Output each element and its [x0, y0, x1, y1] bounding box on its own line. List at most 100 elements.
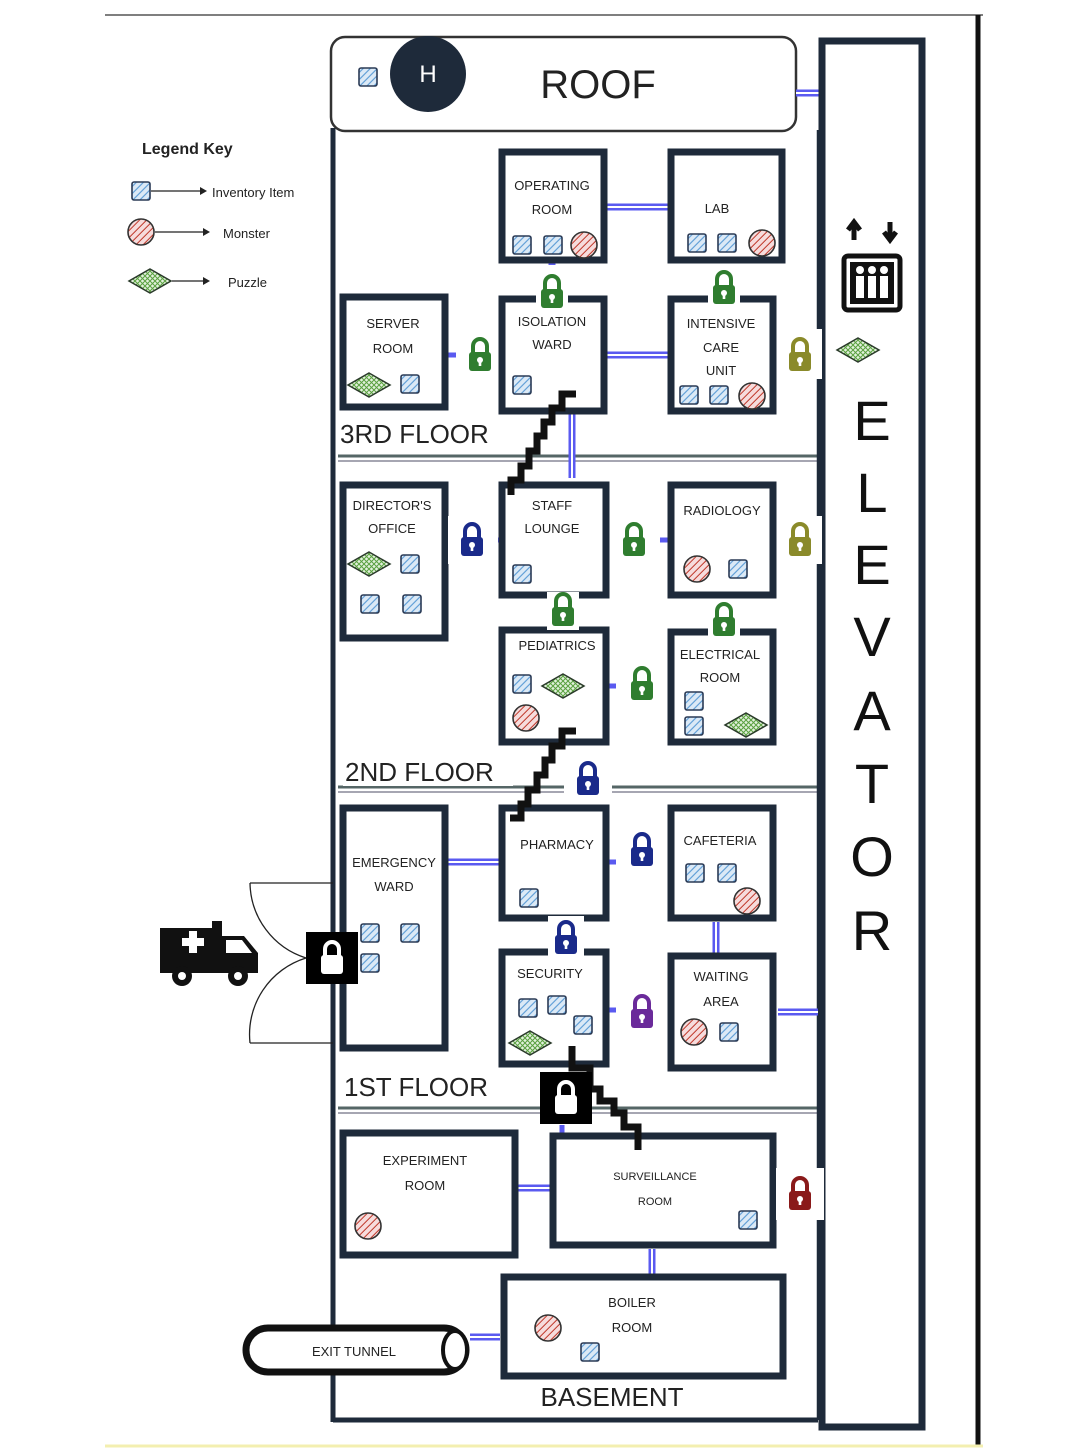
floor-label-basement: BASEMENT: [540, 1382, 683, 1412]
floor-label-1st: 1ST FLOOR: [344, 1072, 488, 1102]
inventory-item-icon[interactable]: [717, 863, 737, 883]
inventory-item-icon[interactable]: [360, 923, 380, 943]
room-label: STAFF: [532, 498, 572, 513]
legend-label-monster: Monster: [223, 226, 271, 241]
floor-label-3rd: 3RD FLOOR: [340, 419, 489, 449]
inventory-item-icon[interactable]: [684, 691, 704, 711]
roof-label: ROOF: [540, 63, 656, 107]
room-label: EMERGENCY: [352, 855, 436, 870]
room-label: ROOM: [700, 670, 740, 685]
room-surveillance[interactable]: [549, 1132, 777, 1249]
inventory-item-icon[interactable]: [512, 564, 532, 584]
monster-icon[interactable]: [512, 704, 540, 732]
inventory-item-icon: [358, 67, 378, 87]
monster-icon[interactable]: [683, 555, 711, 583]
exit-tunnel-label: EXIT TUNNEL: [312, 1344, 396, 1359]
elevator-letter: O: [850, 825, 894, 888]
inventory-item-icon[interactable]: [400, 554, 420, 574]
monster-icon[interactable]: [738, 382, 766, 410]
room-label: CAFETERIA: [684, 833, 757, 848]
inventory-item-icon[interactable]: [402, 594, 422, 614]
floor-label-2nd: 2ND FLOOR: [345, 757, 494, 787]
room-label: ROOM: [405, 1178, 445, 1193]
inventory-item-icon[interactable]: [512, 235, 532, 255]
room-label: SECURITY: [517, 966, 583, 981]
inventory-item-icon[interactable]: [543, 235, 563, 255]
stairs[interactable]: [507, 390, 642, 1150]
room-emergency[interactable]: [339, 804, 449, 1052]
room-label: SERVER: [366, 316, 419, 331]
room-radiology[interactable]: [667, 481, 777, 599]
inventory-item-icon[interactable]: [580, 1342, 600, 1362]
inventory-item-icon[interactable]: [719, 1022, 739, 1042]
monster-icon[interactable]: [748, 229, 776, 257]
room-label: LAB: [705, 201, 730, 216]
room-boiler[interactable]: [500, 1273, 787, 1380]
monster-icon[interactable]: [680, 1018, 708, 1046]
inventory-item-icon[interactable]: [687, 233, 707, 253]
room-label: OFFICE: [368, 521, 416, 536]
helipad-label: H: [419, 61, 436, 88]
inventory-item-icon[interactable]: [738, 1210, 758, 1230]
exit-tunnel[interactable]: EXIT TUNNEL: [242, 1324, 470, 1376]
room-label: AREA: [703, 994, 739, 1009]
helipad[interactable]: [390, 36, 466, 112]
elevator-letter: R: [852, 899, 892, 962]
monster-icon[interactable]: [570, 231, 598, 259]
inventory-item-icon[interactable]: [518, 998, 538, 1018]
inventory-item-icon[interactable]: [709, 385, 729, 405]
inventory-item-icon[interactable]: [573, 1015, 593, 1035]
room-label: UNIT: [706, 363, 736, 378]
elevator-letter: L: [856, 461, 887, 524]
room-label: WAITING: [693, 969, 748, 984]
room-label: ROOM: [532, 202, 572, 217]
legend-title: Legend Key: [142, 141, 233, 158]
monster-icon[interactable]: [534, 1314, 562, 1342]
room-label: ROOM: [638, 1196, 672, 1208]
legend-label-inventory: Inventory Item: [212, 185, 294, 200]
entrance-doors[interactable]: [248, 882, 333, 1044]
inventory-item-icon[interactable]: [728, 559, 748, 579]
inventory-item-icon[interactable]: [512, 674, 532, 694]
inventory-item-icon[interactable]: [717, 233, 737, 253]
room-label: ELECTRICAL: [680, 647, 760, 662]
inventory-item-icon[interactable]: [400, 923, 420, 943]
room-label: LOUNGE: [525, 521, 580, 536]
inventory-item-icon[interactable]: [679, 385, 699, 405]
elevator-letter: T: [855, 752, 889, 815]
ambulance-icon: [160, 921, 258, 986]
stairs-1st-basement[interactable]: [568, 1046, 642, 1150]
room-labels: OPERATING ROOM LAB SERVER ROOM ISOLATION…: [352, 178, 761, 1335]
legend-label-puzzle: Puzzle: [228, 275, 267, 290]
room-label: BOILER: [608, 1295, 656, 1310]
room-waiting[interactable]: [667, 952, 777, 1072]
inventory-item-icon[interactable]: [685, 863, 705, 883]
roof: H ROOF: [329, 35, 825, 133]
stairs-3rd-2nd[interactable]: [507, 390, 576, 495]
inventory-item-icon[interactable]: [519, 888, 539, 908]
inventory-item-icon[interactable]: [360, 953, 380, 973]
monster-icon: [127, 218, 155, 246]
inventory-item-icon[interactable]: [684, 716, 704, 736]
inventory-item-icon[interactable]: [400, 374, 420, 394]
room-label: INTENSIVE: [687, 316, 756, 331]
legend: Legend Key Inventory Item Monster Puzzle: [127, 141, 294, 294]
room-label: OPERATING: [514, 178, 590, 193]
room-label: ROOM: [373, 341, 413, 356]
inventory-item-icon[interactable]: [512, 375, 532, 395]
inventory-item-icon[interactable]: [360, 594, 380, 614]
stairs-2nd-1st[interactable]: [510, 727, 576, 822]
locks[interactable]: [306, 270, 824, 1220]
room-label: PHARMACY: [520, 837, 594, 852]
room-label: ISOLATION: [518, 314, 586, 329]
floor-labels: 3RD FLOOR 2ND FLOOR 1ST FLOOR BASEMENT: [338, 416, 684, 1412]
inventory-item-icon[interactable]: [547, 995, 567, 1015]
room-label: CARE: [703, 340, 739, 355]
monster-icon[interactable]: [354, 1212, 382, 1240]
room-label: EXPERIMENT: [383, 1153, 468, 1168]
elevator-icon: [841, 217, 903, 313]
room-pharmacy[interactable]: [498, 804, 610, 922]
monster-icon[interactable]: [733, 887, 761, 915]
